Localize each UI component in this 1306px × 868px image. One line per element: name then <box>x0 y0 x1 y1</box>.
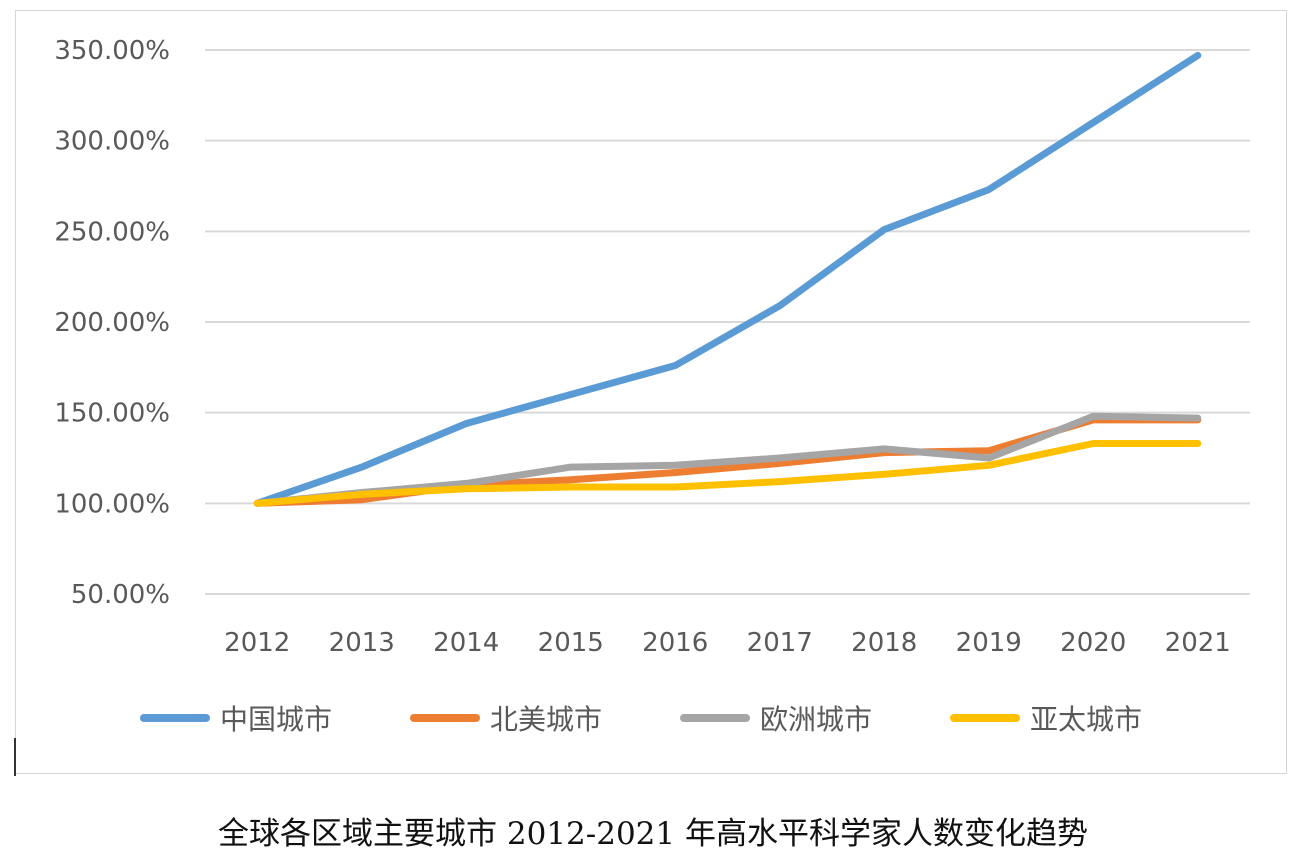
legend-swatch <box>140 714 210 722</box>
x-tick-label: 2013 <box>329 628 395 658</box>
legend-swatch <box>680 714 750 722</box>
x-tick-label: 2012 <box>224 628 290 658</box>
series-lines <box>253 51 1202 507</box>
x-tick-label: 2014 <box>433 628 499 658</box>
y-tick-label: 350.00% <box>54 36 170 66</box>
y-axis-ticks: 50.00% 100.00% 150.00% 200.00% 250.00% 300.00… <box>54 36 170 610</box>
legend-item: 欧洲城市 <box>680 696 872 740</box>
x-tick-label: 2015 <box>538 628 604 658</box>
y-tick-label: 150.00% <box>54 399 170 429</box>
x-tick-label: 2019 <box>956 628 1022 658</box>
y-tick-label: 250.00% <box>54 217 170 247</box>
x-tick-label: 2021 <box>1165 628 1231 658</box>
legend-item: 北美城市 <box>410 696 602 740</box>
series-line <box>253 412 1202 507</box>
legend-label: 欧洲城市 <box>760 703 873 736</box>
gridlines <box>205 49 1250 595</box>
legend-swatch <box>410 714 480 722</box>
legend-label: 北美城市 <box>490 703 603 736</box>
x-tick-label: 2017 <box>747 628 813 658</box>
x-tick-label: 2020 <box>1060 628 1126 658</box>
y-tick-label: 200.00% <box>54 308 170 338</box>
x-tick-label: 2018 <box>851 628 917 658</box>
y-tick-label: 300.00% <box>54 127 170 157</box>
series-line <box>253 51 1202 507</box>
legend-item: 亚太城市 <box>950 696 1142 740</box>
series-line <box>253 440 1202 507</box>
y-tick-label: 100.00% <box>54 489 170 519</box>
x-tick-label: 2016 <box>642 628 708 658</box>
x-axis-ticks: 2012 2013 2014 2015 2016 2017 2018 2019 2020 2021 <box>224 628 1231 658</box>
legend-swatch <box>950 714 1020 722</box>
y-tick-label: 50.00% <box>71 580 170 610</box>
legend-label: 亚太城市 <box>1030 703 1143 736</box>
legend-label: 中国城市 <box>220 703 333 736</box>
legend-item: 中国城市 <box>140 696 332 740</box>
figure-caption: 全球各区域主要城市 2012-2021 年高水平科学家人数变化趋势 <box>218 816 1088 852</box>
left-edge-mark <box>14 738 16 776</box>
